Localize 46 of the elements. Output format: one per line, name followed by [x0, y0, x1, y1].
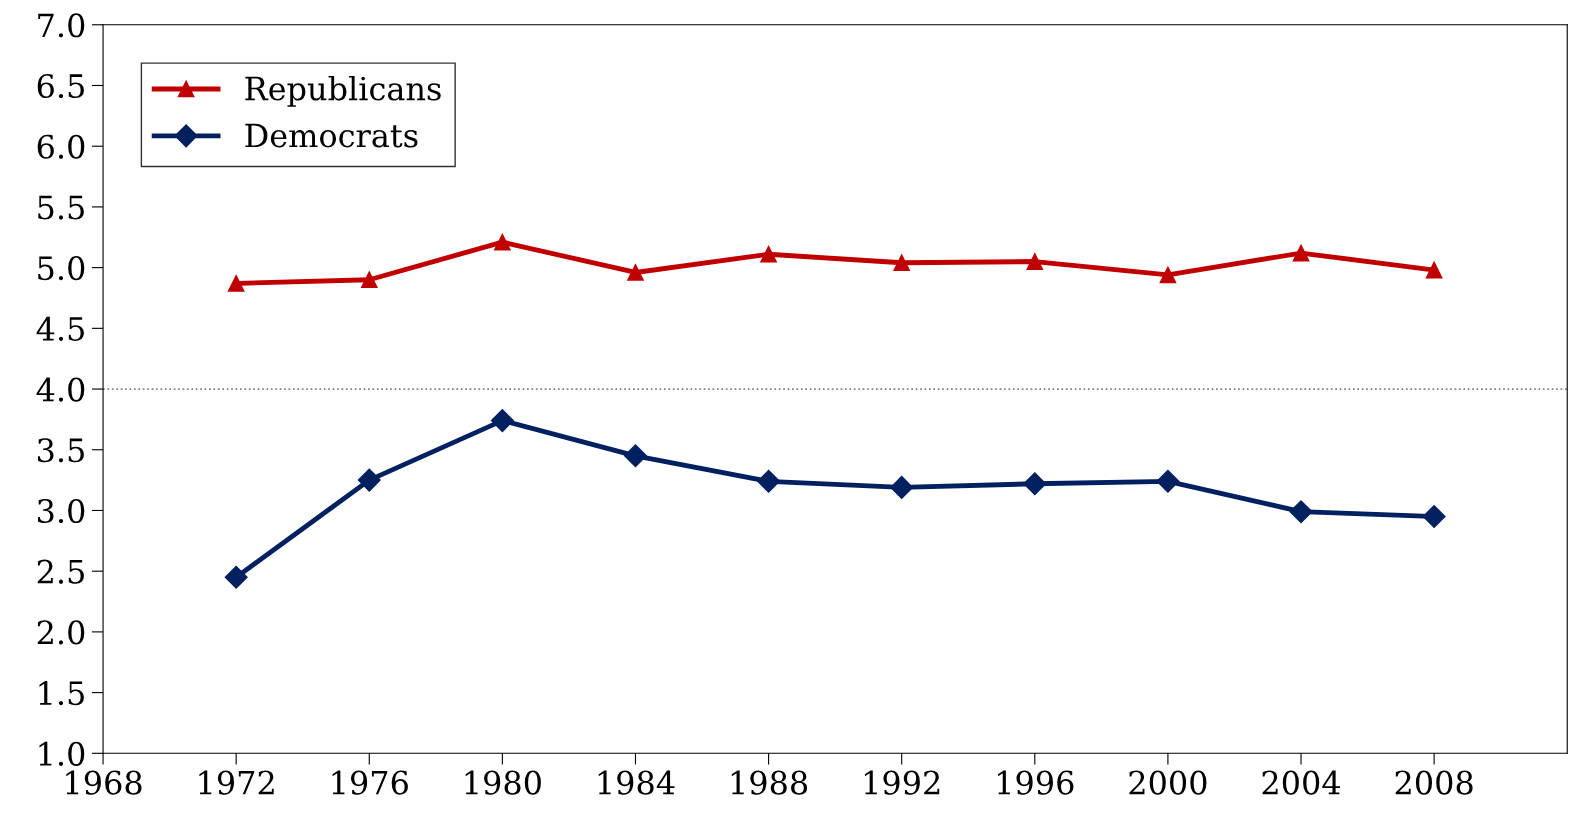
x-tick-label: 1976: [332, 770, 408, 795]
point: [623, 444, 647, 468]
point: [1425, 261, 1443, 279]
x-tick-label: 1992: [864, 770, 940, 795]
point: [1159, 266, 1177, 284]
x-tick-label: 1996: [998, 770, 1074, 795]
y-tick-label: 2.5: [37, 559, 84, 584]
y-tick-label: 3.5: [38, 438, 84, 463]
point: [1026, 253, 1044, 270]
point: [1023, 472, 1047, 496]
y-tick-label: 3.0: [38, 498, 85, 524]
point: [1292, 244, 1310, 262]
x-tick-label: 2008: [1395, 770, 1473, 795]
x-tick-label: 1968: [66, 770, 142, 795]
x-tick-label: 1980: [465, 770, 541, 795]
point: [227, 275, 245, 292]
x-tick-label: 2004: [1262, 770, 1341, 795]
y-tick-label: 6.0: [37, 134, 85, 159]
legend-label: Republicans: [245, 75, 441, 107]
point: [224, 565, 248, 589]
point: [627, 264, 644, 281]
x-tick-label: 2000: [1129, 770, 1207, 795]
point: [357, 468, 381, 492]
point: [1156, 469, 1180, 493]
y-tick-label: 2.0: [37, 620, 85, 645]
point: [1422, 505, 1446, 529]
y-tick-label: 5.5: [38, 195, 84, 220]
y-tick-label: 6.5: [37, 73, 84, 99]
y-tick-label: 5.0: [38, 256, 85, 281]
y-tick-label: 1.0: [39, 741, 85, 766]
point: [360, 271, 378, 289]
point: [890, 475, 914, 499]
y-tick-label: 7.0: [38, 13, 85, 38]
point: [1289, 500, 1313, 524]
point: [494, 233, 511, 251]
point: [757, 469, 781, 493]
point: [893, 254, 911, 272]
x-tick-label: 1972: [199, 770, 274, 795]
y-tick-label: 1.5: [39, 681, 84, 706]
y-tick-label: 4.5: [36, 316, 84, 341]
x-tick-label: 1988: [731, 770, 808, 795]
legend-label: Democrats: [245, 123, 418, 148]
y-tick-label: 4.0: [36, 377, 85, 402]
x-tick-label: 1984: [598, 770, 675, 795]
point: [490, 409, 514, 433]
point: [760, 245, 777, 263]
